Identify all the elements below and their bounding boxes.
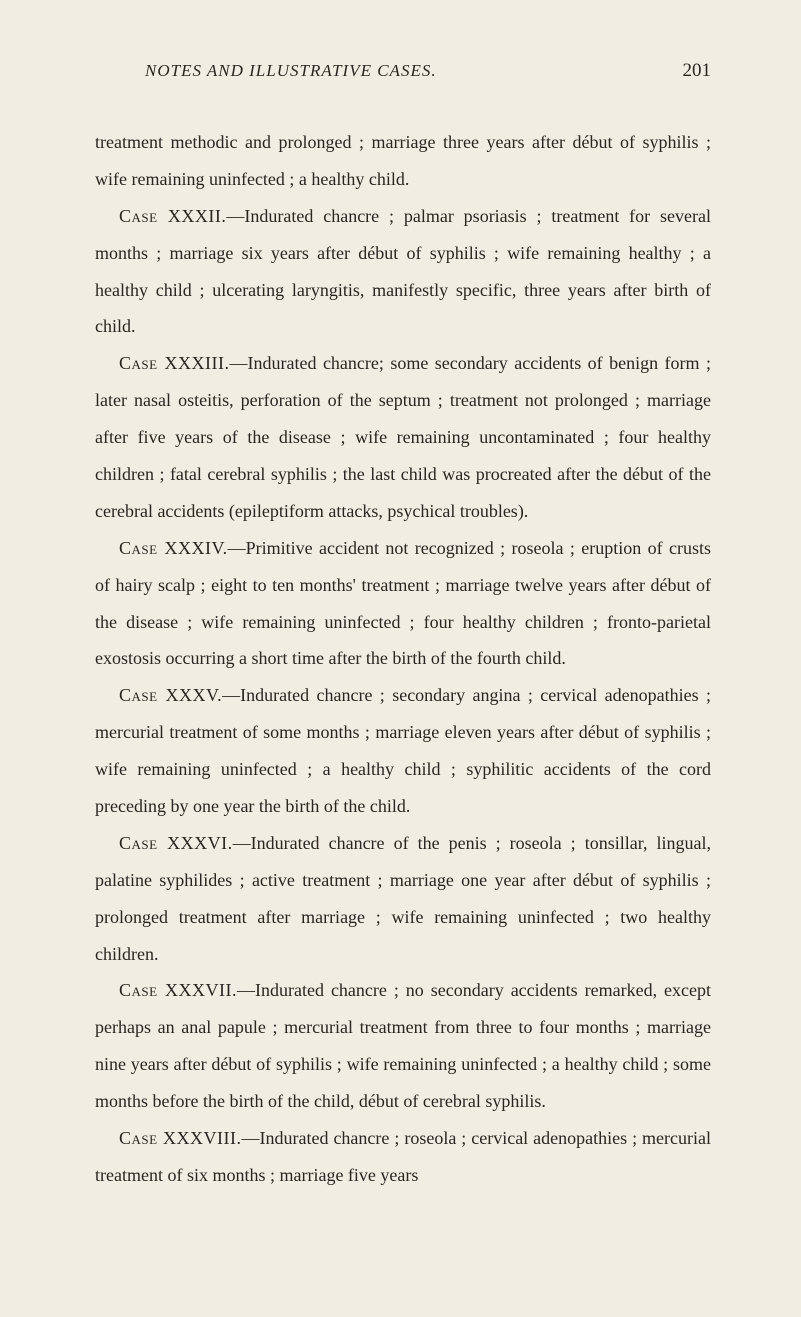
case-label: Case XXXIV. <box>119 538 228 558</box>
running-title: NOTES AND ILLUSTRATIVE CASES. <box>145 61 437 81</box>
case-paragraph: Case XXXVII.—Indurated chancre ; no seco… <box>95 972 711 1120</box>
case-label: Case XXXII. <box>119 206 226 226</box>
page-number: 201 <box>683 60 712 82</box>
case-label: Case XXXVII. <box>119 980 237 1000</box>
case-paragraph: Case XXXIII.—Indurated chancre; some sec… <box>95 345 711 529</box>
case-paragraph: Case XXXII.—Indurated chancre ; palmar p… <box>95 198 711 346</box>
page-header: NOTES AND ILLUSTRATIVE CASES. 201 <box>95 60 711 82</box>
case-label: Case XXXIII. <box>119 353 230 373</box>
case-paragraph: Case XXXVIII.—Indurated chancre ; roseol… <box>95 1120 711 1194</box>
continuation-paragraph: treatment methodic and prolonged ; marri… <box>95 124 711 198</box>
case-body: —Indurated chancre; some secondary accid… <box>95 353 711 521</box>
case-paragraph: Case XXXV.—Indurated chancre ; secondary… <box>95 677 711 825</box>
case-label: Case XXXVI. <box>119 833 233 853</box>
case-label: Case XXXV. <box>119 685 222 705</box>
case-paragraph: Case XXXVI.—Indurated chancre of the pen… <box>95 825 711 973</box>
case-paragraph: Case XXXIV.—Primitive accident not recog… <box>95 530 711 678</box>
case-label: Case XXXVIII. <box>119 1128 242 1148</box>
